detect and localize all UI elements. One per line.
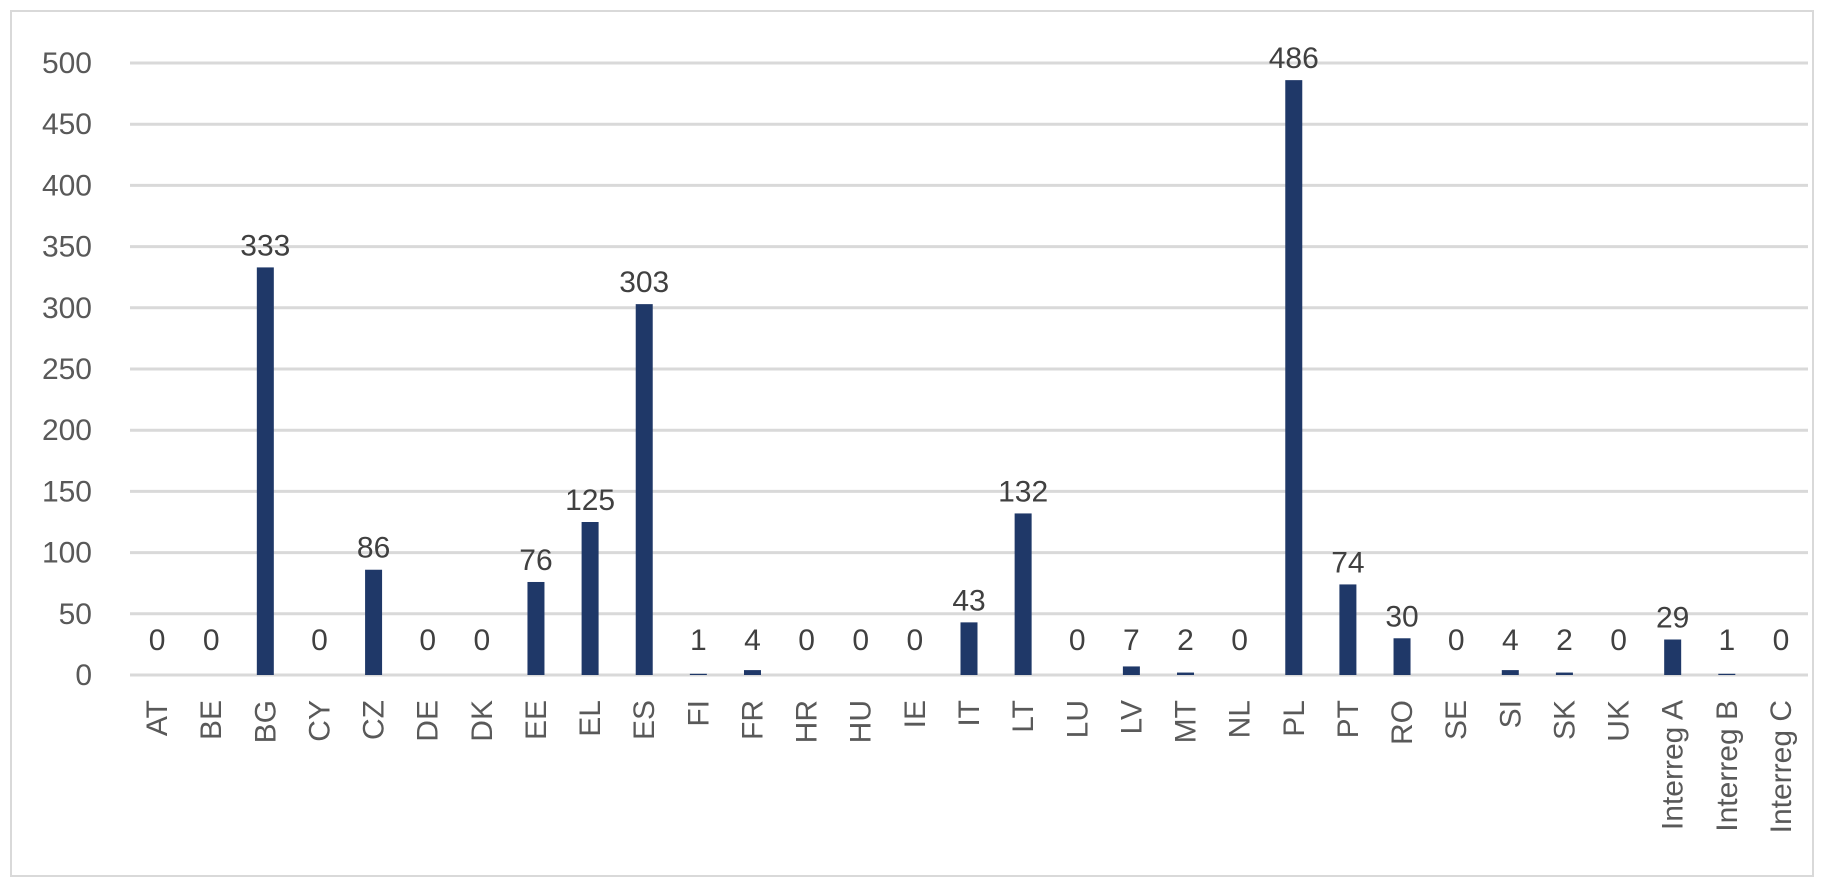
x-tick-label: HU bbox=[845, 700, 878, 743]
bar-el bbox=[581, 522, 599, 675]
bar-sk bbox=[1555, 672, 1573, 675]
x-tick-label: ES bbox=[628, 700, 661, 740]
y-tick-label: 350 bbox=[42, 231, 92, 264]
bars bbox=[256, 80, 1736, 676]
bar-it bbox=[960, 622, 978, 675]
x-tick-label: MT bbox=[1170, 700, 1203, 743]
data-label: 486 bbox=[1269, 42, 1319, 75]
data-label: 0 bbox=[1448, 624, 1465, 657]
bar-bg bbox=[256, 267, 274, 675]
x-tick-label: IE bbox=[899, 700, 932, 728]
data-label: 0 bbox=[798, 624, 815, 657]
x-tick-label: Interreg C bbox=[1765, 700, 1798, 833]
x-tick-label: Interreg B bbox=[1711, 700, 1744, 832]
x-axis-ticks: AT BE BG CY CZ DE DK EE EL ES FI FR HR HU IE IT LT LU LV MT… bbox=[141, 700, 1798, 833]
bar-interreg-b bbox=[1718, 673, 1736, 675]
x-tick-label: SI bbox=[1494, 700, 1527, 728]
data-label: 74 bbox=[1331, 546, 1364, 579]
y-tick-label: 400 bbox=[42, 169, 92, 202]
data-label: 333 bbox=[240, 229, 290, 262]
gridlines bbox=[130, 61, 1808, 677]
x-tick-label: BE bbox=[195, 700, 228, 740]
bar-mt bbox=[1177, 672, 1195, 675]
x-tick-label: LT bbox=[1007, 700, 1040, 733]
bar-pl bbox=[1285, 80, 1303, 676]
data-labels: 0 0 333 0 86 0 0 76 125 303 1 4 0 0 0 43 132 0 7 2 0 486 74 30 0… bbox=[149, 42, 1790, 657]
x-tick-label: SK bbox=[1548, 700, 1581, 740]
data-label: 0 bbox=[1773, 624, 1790, 657]
y-tick-label: 150 bbox=[42, 475, 92, 508]
x-tick-label: CY bbox=[303, 700, 336, 742]
data-label: 0 bbox=[1231, 624, 1248, 657]
y-tick-label: 300 bbox=[42, 292, 92, 325]
data-label: 0 bbox=[1610, 624, 1627, 657]
data-label: 2 bbox=[1556, 624, 1573, 657]
x-tick-label: FI bbox=[682, 700, 715, 727]
data-label: 43 bbox=[952, 584, 985, 617]
y-tick-label: 500 bbox=[42, 47, 92, 80]
data-label: 0 bbox=[203, 624, 220, 657]
x-tick-label: EL bbox=[574, 700, 607, 737]
x-tick-label: IT bbox=[953, 700, 986, 727]
data-label: 132 bbox=[998, 475, 1048, 508]
bar-fr bbox=[743, 670, 761, 675]
data-label: 1 bbox=[690, 624, 707, 657]
data-label: 0 bbox=[852, 624, 869, 657]
x-tick-label: RO bbox=[1386, 700, 1419, 745]
data-label: 29 bbox=[1656, 602, 1689, 635]
bar-es bbox=[635, 304, 653, 675]
data-label: 2 bbox=[1177, 624, 1194, 657]
data-label: 7 bbox=[1123, 624, 1140, 657]
y-tick-label: 200 bbox=[42, 414, 92, 447]
bar-pt bbox=[1339, 584, 1357, 675]
x-tick-label: BG bbox=[249, 700, 282, 743]
bar-ro bbox=[1393, 638, 1411, 675]
x-tick-label: AT bbox=[141, 700, 174, 736]
bar-lt bbox=[1014, 513, 1032, 675]
x-tick-label: DK bbox=[466, 700, 499, 742]
data-label: 0 bbox=[473, 624, 490, 657]
data-label: 0 bbox=[311, 624, 328, 657]
x-tick-label: EE bbox=[520, 700, 553, 740]
data-label: 0 bbox=[1069, 624, 1086, 657]
bar-cz bbox=[365, 569, 383, 675]
y-tick-label: 250 bbox=[42, 353, 92, 386]
data-label: 0 bbox=[149, 624, 166, 657]
y-tick-label: 450 bbox=[42, 108, 92, 141]
x-tick-label: LV bbox=[1115, 700, 1148, 734]
bar-ee bbox=[527, 581, 545, 675]
data-label: 76 bbox=[519, 544, 552, 577]
data-label: 125 bbox=[565, 484, 615, 517]
bar-fi bbox=[689, 673, 707, 675]
y-tick-label: 50 bbox=[59, 598, 92, 631]
data-label: 0 bbox=[907, 624, 924, 657]
x-tick-label: CZ bbox=[358, 700, 391, 740]
bar-si bbox=[1501, 670, 1519, 675]
x-tick-label: Interreg A bbox=[1657, 700, 1690, 830]
data-label: 30 bbox=[1385, 600, 1418, 633]
y-tick-label: 0 bbox=[75, 659, 92, 692]
y-axis-ticks: 0 50 100 150 200 250 300 350 400 450 500 bbox=[42, 47, 92, 692]
x-tick-label: NL bbox=[1224, 700, 1257, 738]
bar-interreg-a bbox=[1664, 639, 1682, 675]
data-label: 86 bbox=[357, 532, 390, 565]
bar-lv bbox=[1122, 666, 1140, 675]
data-label: 4 bbox=[744, 624, 761, 657]
data-label: 0 bbox=[419, 624, 436, 657]
x-tick-label: SE bbox=[1440, 700, 1473, 740]
data-label: 1 bbox=[1718, 624, 1735, 657]
x-tick-label: FR bbox=[736, 700, 769, 740]
x-tick-label: UK bbox=[1603, 700, 1636, 742]
x-tick-label: PL bbox=[1278, 700, 1311, 737]
data-label: 4 bbox=[1502, 624, 1519, 657]
x-tick-label: DE bbox=[412, 700, 445, 742]
x-tick-label: PT bbox=[1332, 700, 1365, 738]
chart-frame bbox=[10, 10, 1814, 877]
x-tick-label: LU bbox=[1061, 700, 1094, 738]
data-label: 303 bbox=[619, 266, 669, 299]
y-tick-label: 100 bbox=[42, 537, 92, 570]
x-tick-label: HR bbox=[791, 700, 824, 743]
